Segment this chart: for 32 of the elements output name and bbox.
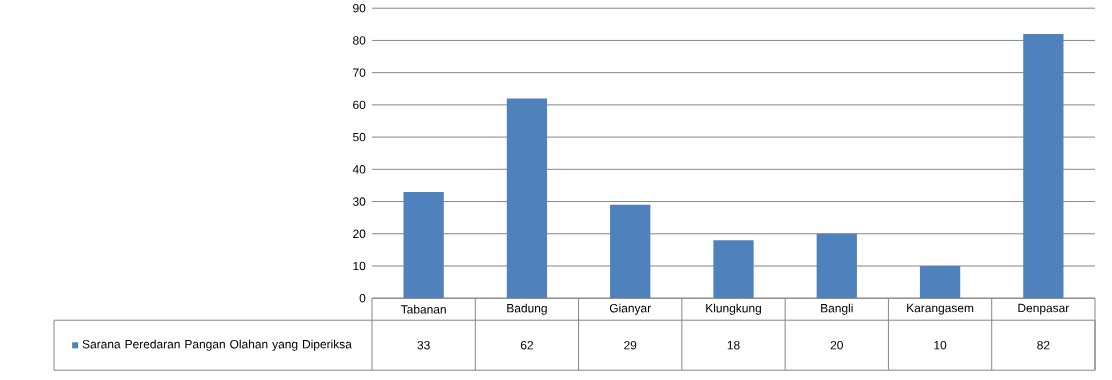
bar bbox=[1023, 33, 1064, 299]
x-tick-label: Badung bbox=[507, 303, 547, 315]
x-tick-label: Karangasem bbox=[907, 303, 974, 315]
y-tick-label: 70 bbox=[353, 68, 366, 77]
data-label: 10 bbox=[934, 340, 947, 350]
y-tick-label: 30 bbox=[352, 197, 366, 206]
x-tick-label: Denpasar bbox=[1018, 303, 1070, 315]
x-tick-label: Klungkung bbox=[706, 303, 761, 315]
data-label: 82 bbox=[1037, 340, 1050, 350]
bar bbox=[816, 233, 857, 299]
bar bbox=[506, 98, 548, 299]
bar bbox=[403, 191, 444, 299]
y-tick-label: 10 bbox=[353, 261, 366, 271]
data-label: 33 bbox=[417, 340, 430, 350]
bar bbox=[713, 240, 754, 299]
legend-label: Sarana Peredaran Pangan Olahan yang Diperiksa bbox=[82, 339, 352, 351]
y-tick-label: 40 bbox=[352, 165, 366, 174]
x-tick-label: Gianyar bbox=[609, 303, 651, 315]
data-label: 29 bbox=[624, 340, 637, 350]
y-tick-label: 60 bbox=[353, 100, 366, 110]
x-tick-label: Tabanan bbox=[400, 304, 446, 314]
data-label: 18 bbox=[727, 340, 740, 350]
y-tick-label: 0 bbox=[359, 293, 366, 303]
data-label: 20 bbox=[830, 340, 843, 350]
x-tick-label: Bangli bbox=[821, 303, 853, 315]
y-tick-label: 50 bbox=[353, 132, 366, 142]
bar bbox=[610, 204, 651, 299]
bar bbox=[919, 265, 961, 299]
y-tick-label: 90 bbox=[353, 3, 366, 13]
y-tick-label: 80 bbox=[353, 36, 366, 45]
y-tick-label: 20 bbox=[353, 229, 366, 238]
data-label: 62 bbox=[520, 340, 533, 350]
